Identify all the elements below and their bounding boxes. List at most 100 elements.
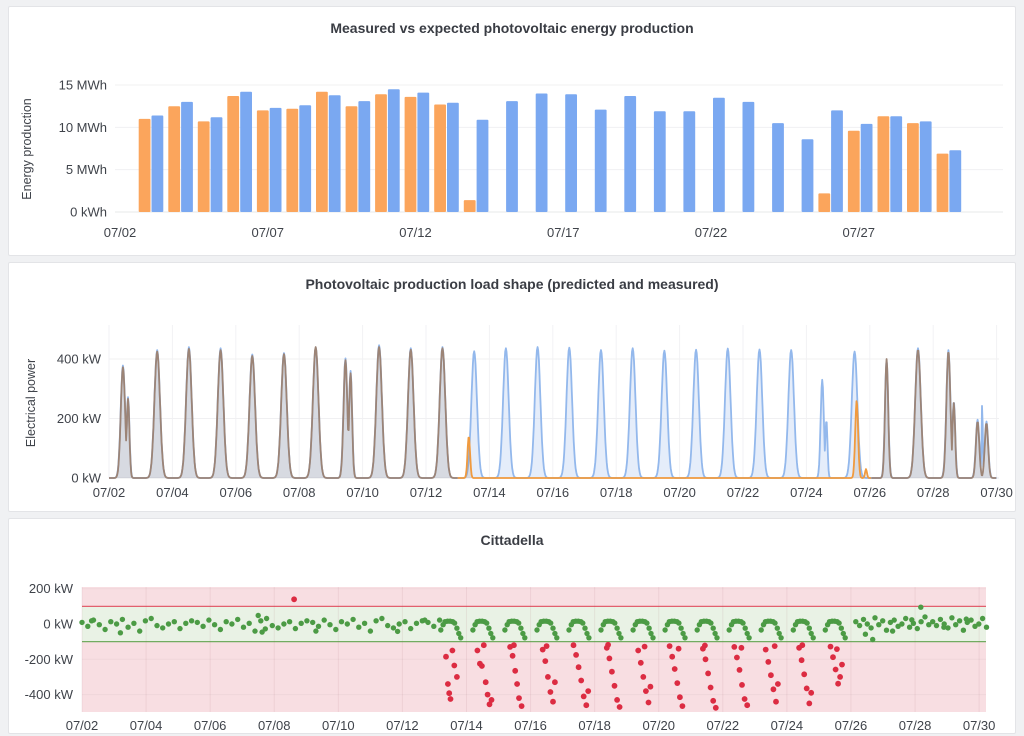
bar-measured — [316, 91, 328, 212]
svg-text:10 MWh: 10 MWh — [59, 120, 107, 135]
bars-measured — [138, 91, 949, 212]
panel-title: Measured vs expected photovoltaic energy… — [330, 20, 694, 36]
bar-expected — [387, 89, 400, 212]
energy-production-bar-chart[interactable]: 0 kWh 5 MWh 10 MWh 15 MWh Energy production 0… — [9, 7, 1017, 257]
bar-measured — [227, 96, 240, 212]
bar-measured — [375, 94, 387, 212]
bar-measured — [345, 106, 358, 212]
svg-text:07/20: 07/20 — [642, 718, 675, 733]
svg-text:07/24: 07/24 — [790, 485, 823, 500]
bars-expected — [151, 89, 962, 212]
bar-expected — [476, 119, 489, 212]
bar-measured — [256, 110, 269, 212]
y-axis-title: Electrical power — [24, 359, 38, 447]
svg-text:07/02: 07/02 — [66, 718, 99, 733]
svg-text:07/02: 07/02 — [104, 225, 137, 240]
panel-title: Cittadella — [480, 532, 544, 548]
svg-text:0 kWh: 0 kWh — [70, 205, 107, 220]
bar-expected — [417, 92, 430, 212]
bar-expected — [653, 111, 666, 212]
bar-measured — [138, 118, 151, 212]
x-tick-labels: 07/02 07/04 07/06 07/08 07/10 07/12 07/14 07/16… — [66, 718, 996, 733]
svg-text:07/20: 07/20 — [663, 485, 696, 500]
bar-expected — [683, 111, 696, 212]
threshold-band — [82, 587, 986, 712]
bar-measured — [877, 116, 890, 212]
y-tick-labels: 0 kWh 5 MWh 10 MWh 15 MWh — [59, 77, 107, 219]
bar-measured — [463, 200, 476, 212]
gridlines — [81, 587, 980, 712]
svg-text:07/30: 07/30 — [963, 718, 996, 733]
svg-text:0 kW: 0 kW — [71, 471, 101, 486]
bar-measured — [847, 130, 860, 212]
bar-expected — [181, 101, 193, 212]
svg-text:07/17: 07/17 — [547, 225, 580, 240]
bar-expected — [299, 105, 312, 212]
svg-text:07/22: 07/22 — [695, 225, 728, 240]
bar-expected — [565, 94, 577, 212]
svg-text:07/22: 07/22 — [727, 485, 760, 500]
svg-text:07/28: 07/28 — [917, 485, 950, 500]
bar-expected — [801, 139, 814, 212]
bar-expected — [713, 97, 725, 212]
points-within-threshold — [79, 604, 990, 643]
bar-expected — [240, 91, 252, 212]
panel-load-shape: Photovoltaic production load shape (pred… — [8, 262, 1016, 512]
bar-expected — [594, 109, 607, 212]
measured-series — [108, 346, 997, 479]
bar-measured — [907, 123, 919, 212]
svg-text:07/12: 07/12 — [410, 485, 443, 500]
svg-text:07/02: 07/02 — [93, 485, 126, 500]
svg-text:07/04: 07/04 — [156, 485, 189, 500]
gridlines — [108, 325, 999, 479]
load-shape-area-chart[interactable]: 0 kW 200 kW 400 kW Electrical power 07/02 07/… — [9, 263, 1017, 513]
svg-text:Electrical power: Electrical power — [24, 359, 38, 447]
bar-expected — [860, 123, 873, 212]
svg-text:07/06: 07/06 — [220, 485, 253, 500]
bar-expected — [919, 121, 932, 212]
svg-text:15 MWh: 15 MWh — [59, 77, 107, 92]
svg-text:07/18: 07/18 — [578, 718, 611, 733]
y-tick-labels: 200 kW 0 kW -200 kW -400 kW — [25, 581, 74, 702]
svg-text:07/30: 07/30 — [980, 485, 1013, 500]
svg-text:07/08: 07/08 — [258, 718, 291, 733]
svg-text:200 kW: 200 kW — [57, 411, 102, 426]
bar-measured — [818, 193, 831, 212]
svg-text:07/07: 07/07 — [251, 225, 284, 240]
bar-measured — [286, 108, 299, 212]
panel-energy-production: Measured vs expected photovoltaic energy… — [8, 6, 1016, 256]
svg-text:07/14: 07/14 — [473, 485, 506, 500]
y-axis-title: Energy production — [20, 98, 34, 200]
svg-text:07/08: 07/08 — [283, 485, 316, 500]
bar-measured — [404, 96, 417, 212]
svg-text:5 MWh: 5 MWh — [66, 162, 107, 177]
svg-text:200 kW: 200 kW — [29, 581, 74, 596]
svg-text:07/12: 07/12 — [399, 225, 432, 240]
svg-text:07/28: 07/28 — [899, 718, 932, 733]
bar-expected — [535, 93, 548, 212]
svg-text:07/24: 07/24 — [771, 718, 804, 733]
bar-expected — [506, 101, 518, 212]
svg-text:07/06: 07/06 — [194, 718, 227, 733]
bar-expected — [358, 101, 371, 212]
svg-text:07/10: 07/10 — [346, 485, 379, 500]
svg-text:07/27: 07/27 — [842, 225, 875, 240]
bar-expected — [151, 115, 164, 212]
panel-title: Photovoltaic production load shape (pred… — [305, 276, 719, 292]
svg-text:400 kW: 400 kW — [57, 352, 102, 367]
panel-cittadella: Cittadella 200 kW 0 kW -200 kW -400 kW 07/02… — [8, 518, 1016, 734]
svg-text:07/16: 07/16 — [514, 718, 547, 733]
y-tick-labels: 0 kW 200 kW 400 kW — [57, 352, 102, 486]
svg-text:07/04: 07/04 — [130, 718, 163, 733]
bar-expected — [328, 95, 341, 212]
points-out-of-threshold — [291, 596, 845, 711]
svg-text:07/26: 07/26 — [835, 718, 868, 733]
svg-text:07/12: 07/12 — [386, 718, 419, 733]
svg-text:07/18: 07/18 — [600, 485, 633, 500]
svg-text:07/10: 07/10 — [322, 718, 355, 733]
svg-text:07/14: 07/14 — [450, 718, 483, 733]
bar-measured — [168, 106, 181, 212]
svg-text:07/22: 07/22 — [707, 718, 740, 733]
bar-measured — [434, 104, 446, 212]
